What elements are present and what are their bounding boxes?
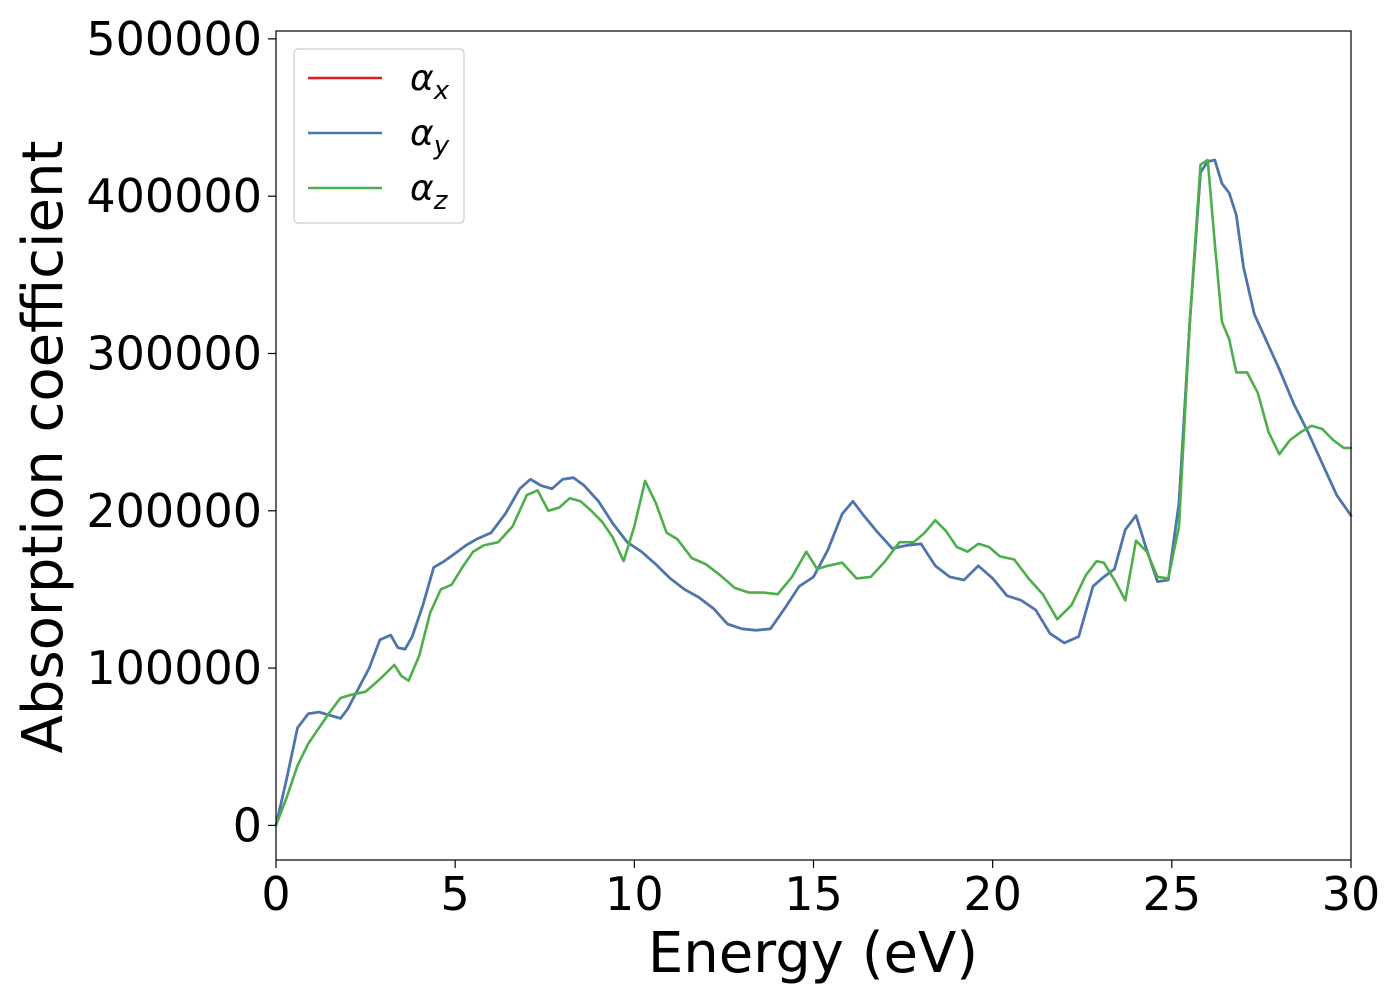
y-tick-label: 0 — [233, 798, 262, 852]
x-tick-label: 15 — [784, 867, 843, 921]
y-axis-ticks: 0 100000 200000 300000 400000 500000 — [86, 12, 276, 852]
legend-label-main: α — [410, 58, 434, 99]
legend-label-subscript: y — [433, 131, 450, 161]
legend-label-subscript: x — [433, 76, 450, 106]
y-axis-label: Absorption coefficient — [11, 141, 76, 754]
x-tick-label: 0 — [261, 867, 290, 921]
legend-label-subscript: z — [433, 186, 449, 216]
series-layer — [274, 158, 1353, 827]
plot-frame — [275, 30, 1352, 861]
x-axis-label: Energy (eV) — [648, 921, 978, 986]
x-tick-label: 5 — [441, 867, 470, 921]
legend-label-main: α — [410, 113, 434, 154]
legend-box — [293, 48, 465, 224]
legend-label-z: αz — [410, 168, 449, 216]
x-tick-label: 20 — [963, 867, 1022, 921]
y-tick-label: 100000 — [86, 641, 262, 695]
y-tick-label: 400000 — [86, 169, 262, 223]
x-tick-label: 25 — [1143, 867, 1202, 921]
series-line-z — [274, 158, 1353, 827]
series-line-x — [274, 158, 1353, 827]
y-tick-label: 300000 — [86, 326, 262, 380]
legend-label-x: αx — [410, 58, 450, 106]
legend-label-y: αy — [410, 113, 450, 161]
series-line-y — [274, 158, 1353, 827]
legend-label-main: α — [410, 168, 434, 209]
x-tick-label: 30 — [1322, 867, 1381, 921]
x-axis-ticks: 0 5 10 15 20 25 30 — [261, 860, 1380, 921]
x-tick-label: 10 — [605, 867, 664, 921]
y-tick-label: 500000 — [86, 12, 262, 66]
y-tick-label: 200000 — [86, 484, 262, 538]
